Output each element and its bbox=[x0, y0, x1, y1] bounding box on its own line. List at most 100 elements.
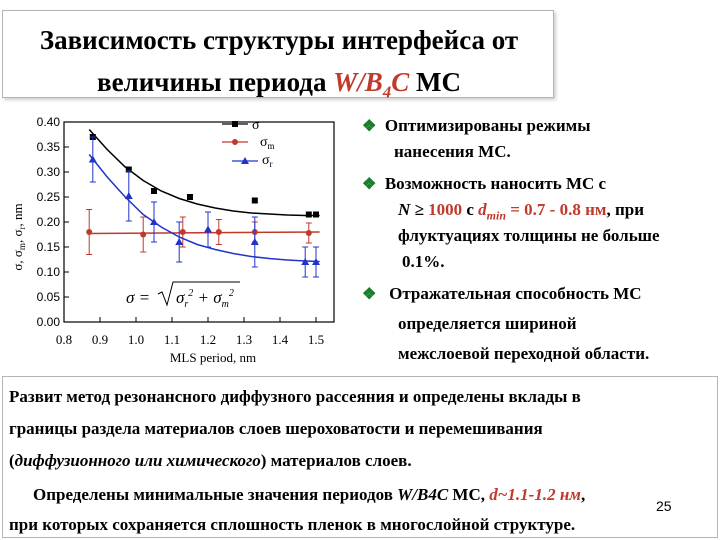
y-tick-label: 0.10 bbox=[37, 265, 61, 279]
y-tick-label: 0.15 bbox=[37, 240, 61, 254]
formula-lhs: σ = bbox=[126, 288, 150, 307]
legend-marker-sigma bbox=[232, 121, 238, 127]
diamond-bullet-icon: ❖ bbox=[362, 286, 377, 303]
sigma-r-point bbox=[312, 258, 320, 265]
diamond-bullet-icon: ❖ bbox=[362, 176, 377, 193]
chart-series bbox=[86, 128, 320, 278]
paren-open: ( bbox=[9, 451, 15, 470]
sigma-m-point bbox=[179, 229, 186, 235]
y-axis-label: σ, σm, σr, nm bbox=[10, 203, 27, 270]
sigma-r-fit-curve bbox=[88, 154, 320, 263]
title-line-1: Зависимость структуры интерфейса от bbox=[39, 25, 519, 55]
sigma-point bbox=[305, 211, 312, 218]
bullet-3-line-1: Отражательная способность МС bbox=[389, 284, 642, 303]
title-material: W/B4C bbox=[333, 67, 410, 101]
bullet-3-line-2: определяется шириной bbox=[398, 314, 577, 333]
bullet-3-line-3: межслоевой переходной области. bbox=[398, 344, 650, 363]
y-tick-label: 0.25 bbox=[37, 190, 61, 204]
paragraph-1-tail: ) материалов слоев. bbox=[260, 451, 412, 470]
paragraph-2-comma: , bbox=[580, 485, 586, 504]
paragraph-2-text: Определены минимальные значения периодов bbox=[33, 485, 398, 504]
bullet-2-line-1: Возможность наносить МС с bbox=[384, 174, 607, 193]
x-tick-label: 1.4 bbox=[272, 332, 289, 347]
paragraph-1-italic: диффузионного или химического bbox=[14, 451, 261, 470]
n-condition: N ≥ bbox=[398, 200, 429, 219]
page-number: 25 bbox=[656, 498, 672, 514]
paragraph-1-line-2: границы раздела материалов слоев шерохов… bbox=[9, 419, 543, 438]
x-tick-label: 0.8 bbox=[56, 332, 72, 347]
title-material-sub: 4 bbox=[382, 82, 392, 102]
bullet-1-line-1: Оптимизированы режимы bbox=[384, 116, 591, 135]
sigma-r-point bbox=[124, 192, 133, 199]
x-tick-label: 1.5 bbox=[308, 332, 324, 347]
legend-sigma: σ bbox=[252, 118, 260, 133]
x-axis-label: MLS period, nm bbox=[170, 350, 256, 365]
sigma-r-point bbox=[175, 238, 184, 245]
sigma-r-point bbox=[204, 225, 212, 233]
paragraph-2-mc: МС, bbox=[448, 485, 490, 504]
sigma-r-point bbox=[301, 258, 310, 265]
sigma-m-point bbox=[140, 231, 147, 238]
title-line-2: величины периода W/B4C МС bbox=[3, 67, 555, 102]
title-material-end: C bbox=[391, 67, 410, 97]
sigma-chart: 0.00 0.05 0.10 0.15 0.20 0.25 0.30 0.35 0.40 0.8… bbox=[10, 115, 335, 365]
formula-sqrt-sign bbox=[157, 281, 240, 307]
sigma-point bbox=[187, 194, 193, 200]
title-box: Зависимость структуры интерфейса от вели… bbox=[2, 10, 554, 101]
legend-sigma-r: σr bbox=[262, 153, 273, 169]
d-subscript: min bbox=[486, 208, 506, 223]
bullet-list: ❖ Оптимизированы режимы нанесения МС. ❖ … bbox=[362, 110, 716, 372]
y-tick-label: 0.00 bbox=[37, 315, 61, 329]
chart-legend: σ σm σr bbox=[222, 118, 275, 169]
legend-marker-sigma-m bbox=[232, 139, 238, 145]
paragraph-2-line-1: Определены минимальные значения периодов… bbox=[33, 485, 585, 505]
sigma-point bbox=[251, 197, 258, 204]
y-tick-label: 0.20 bbox=[37, 215, 61, 229]
bullet-1: ❖ Оптимизированы режимы bbox=[362, 116, 591, 136]
d-value: = 0.7 - 0.8 нм bbox=[506, 200, 607, 219]
conclusions-box: Развит метод резонансного диффузного рас… bbox=[2, 376, 718, 538]
sigma-point bbox=[125, 166, 132, 173]
sigma-r-point bbox=[150, 218, 158, 225]
paragraph-2-line-2: при которых сохраняется сплошность плено… bbox=[9, 515, 576, 534]
formula: σ = σr2 + σm2 bbox=[126, 281, 240, 310]
y-tick-label: 0.40 bbox=[37, 115, 61, 129]
sigma-r-point bbox=[250, 238, 259, 245]
d-symbol: d bbox=[478, 200, 487, 219]
x-tick-label: 0.9 bbox=[92, 332, 108, 347]
title-prefix: величины периода bbox=[97, 67, 334, 97]
with-word: с bbox=[462, 200, 479, 219]
title-material-name: W/B bbox=[333, 67, 383, 97]
y-tick-label: 0.30 bbox=[37, 165, 61, 179]
bullet-2-line-3: флуктуациях толщины не больше bbox=[398, 226, 660, 245]
x-axis-ticks: 0.8 0.9 1.0 1.1 1.2 1.3 1.4 1.5 bbox=[56, 317, 324, 347]
sigma-m-point bbox=[215, 229, 222, 235]
y-axis-ticks: 0.00 0.05 0.10 0.15 0.20 0.25 0.30 0.35 0.40 bbox=[37, 115, 69, 329]
x-tick-label: 1.1 bbox=[164, 332, 180, 347]
bullet-2-line-2: N ≥ 1000 с dmin = 0.7 - 0.8 нм, при bbox=[398, 200, 644, 223]
sigma-r-point bbox=[88, 155, 97, 163]
title-suffix: МС bbox=[409, 67, 461, 97]
n-value: 1000 bbox=[428, 200, 463, 219]
x-tick-label: 1.0 bbox=[128, 332, 144, 347]
legend-marker-sigma-r bbox=[241, 157, 249, 164]
diamond-bullet-icon: ❖ bbox=[362, 118, 377, 135]
y-tick-label: 0.35 bbox=[37, 140, 61, 154]
x-tick-label: 1.2 bbox=[200, 332, 216, 347]
paragraph-1-line-1: Развит метод резонансного диффузного рас… bbox=[9, 387, 581, 406]
bullet-2: ❖ Возможность наносить МС с bbox=[362, 174, 606, 194]
sigma-fit-curve bbox=[88, 128, 320, 217]
bullet-3: ❖ Отражательная способность МС bbox=[362, 284, 642, 304]
formula-rhs: σr2 + σm2 bbox=[176, 288, 234, 310]
paragraph-2-period: d~1.1-1.2 нм bbox=[489, 485, 581, 504]
sigma-point bbox=[313, 211, 319, 218]
paragraph-1-line-3: (диффузионного или химического) материал… bbox=[9, 451, 412, 471]
sigma-m-point bbox=[86, 229, 93, 235]
bullet-1-line-2: нанесения МС. bbox=[394, 142, 511, 161]
y-tick-label: 0.05 bbox=[37, 290, 61, 304]
sigma-m-fit-curve bbox=[89, 231, 320, 235]
bullet-2-tail: , при bbox=[606, 200, 645, 219]
legend-sigma-m: σm bbox=[260, 135, 275, 151]
sigma-point bbox=[151, 188, 157, 194]
bullet-2-line-4: 0.1%. bbox=[402, 252, 445, 271]
